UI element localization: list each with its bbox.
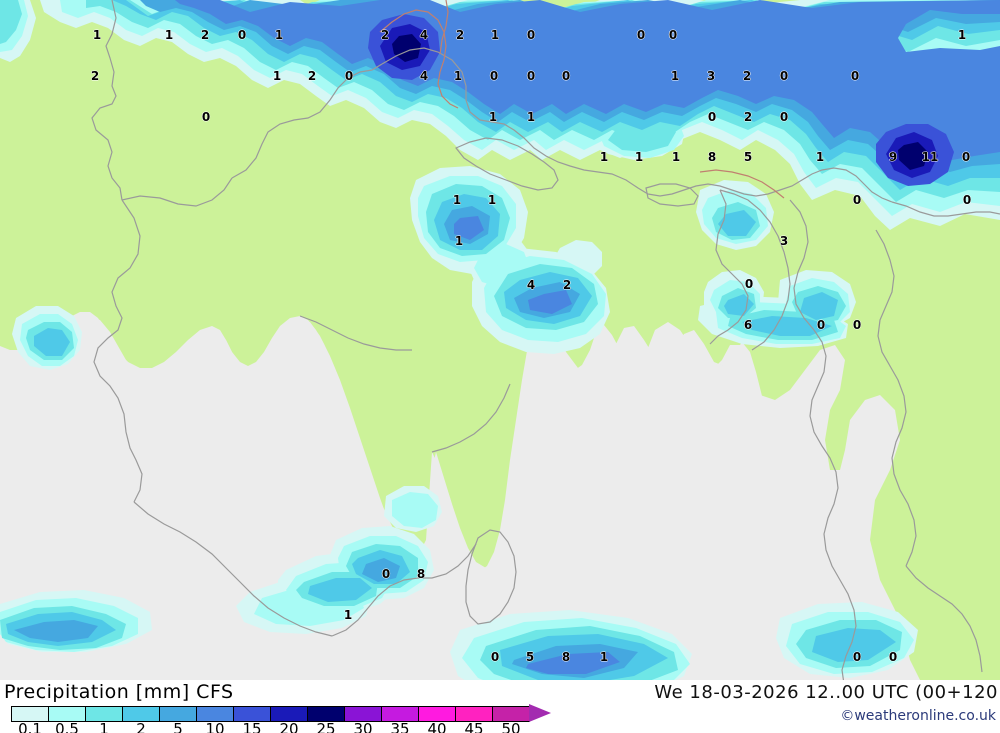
legend-tick-0.5: 0.5 (55, 720, 79, 733)
legend-swatch-15 (234, 707, 271, 721)
legend-swatch-30 (345, 707, 382, 721)
legend-swatch-40 (419, 707, 456, 721)
country-borders (91, 0, 1000, 699)
legend-swatch-10 (197, 707, 234, 721)
legend-tick-2: 2 (136, 720, 146, 733)
legend-color-bar (11, 706, 530, 722)
legend-swatch-25 (308, 707, 345, 721)
disputed-border (379, 0, 785, 199)
legend-swatch-1 (86, 707, 123, 721)
legend-swatch-20 (271, 707, 308, 721)
legend-swatch-35 (382, 707, 419, 721)
legend-tick-25: 25 (316, 720, 336, 733)
legend-title: Precipitation [mm] CFS (4, 681, 234, 703)
legend-overflow-arrow (529, 704, 551, 722)
legend-swatch-0.5 (49, 707, 86, 721)
legend-tick-labels: 0.1 0.5 1 2 5 10 15 20 25 30 35 40 45 50 (0, 720, 520, 733)
legend-tick-0.1: 0.1 (18, 720, 42, 733)
model-run-info: We 18-03-2026 12..00 UTC (00+120 (654, 682, 998, 703)
legend-tick-20: 20 (279, 720, 299, 733)
copyright-notice: ©weatheronline.co.uk (840, 708, 996, 724)
sea-layer (0, 316, 768, 688)
legend-tick-30: 30 (353, 720, 373, 733)
legend-tick-45: 45 (464, 720, 484, 733)
legend-tick-5: 5 (173, 720, 183, 733)
legend-swatch-50 (493, 707, 529, 721)
legend-tick-1: 1 (99, 720, 109, 733)
legend-tick-35: 35 (390, 720, 410, 733)
legend-swatch-2 (123, 707, 160, 721)
legend-tick-15: 15 (242, 720, 262, 733)
legend-tick-40: 40 (427, 720, 447, 733)
legend-swatch-45 (456, 707, 493, 721)
legend-swatch-0.1 (12, 707, 49, 721)
bottom-info-bar: Precipitation [mm] CFS 0.1 0.5 1 2 5 10 15 20 25… (0, 680, 1000, 733)
legend-tick-10: 10 (205, 720, 225, 733)
legend-tick-50: 50 (501, 720, 521, 733)
legend-swatch-5 (160, 707, 197, 721)
